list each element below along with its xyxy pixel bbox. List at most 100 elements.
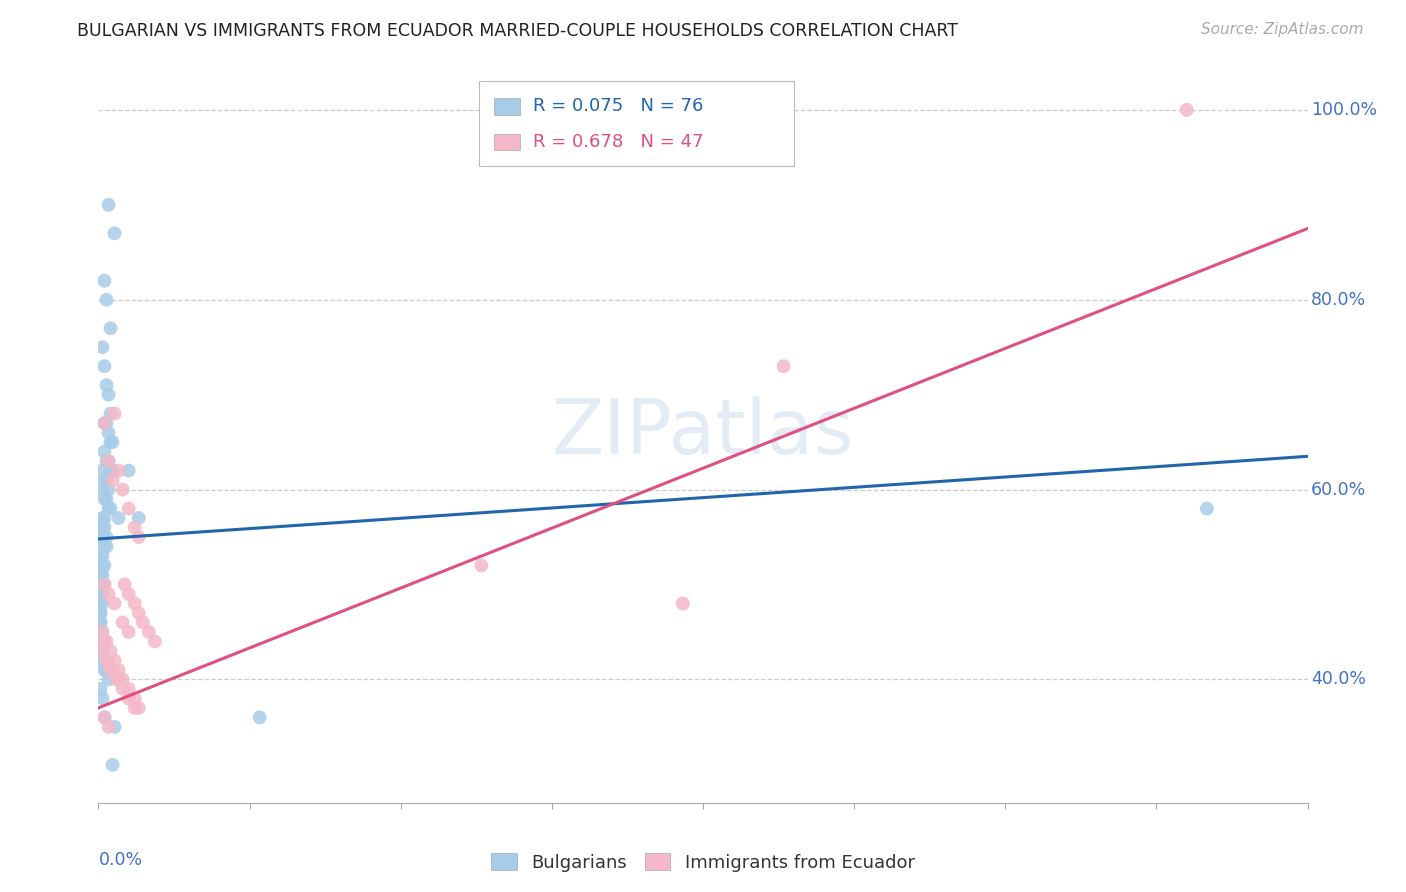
Text: 80.0%: 80.0% — [1312, 291, 1367, 309]
Point — [93, 491, 115, 506]
Point — [118, 464, 141, 478]
Point — [91, 624, 114, 639]
Point — [97, 673, 120, 687]
Point — [93, 663, 115, 677]
Point — [100, 321, 122, 335]
Point — [93, 520, 115, 534]
Point — [96, 378, 118, 392]
Point — [93, 473, 115, 487]
Point — [100, 407, 122, 421]
Point — [124, 597, 146, 611]
Point — [89, 606, 111, 620]
Point — [89, 644, 111, 658]
Point — [1195, 501, 1218, 516]
Point — [107, 511, 129, 525]
Point — [107, 464, 129, 478]
FancyBboxPatch shape — [494, 134, 520, 151]
Point — [91, 483, 114, 497]
Point — [118, 624, 141, 639]
Point — [100, 501, 122, 516]
Point — [89, 577, 111, 591]
Point — [100, 663, 122, 677]
Point — [91, 568, 114, 582]
Point — [101, 464, 124, 478]
Point — [103, 720, 125, 734]
Point — [89, 606, 111, 620]
Point — [118, 587, 141, 601]
Point — [89, 558, 111, 573]
Point — [97, 587, 120, 601]
Text: BULGARIAN VS IMMIGRANTS FROM ECUADOR MARRIED-COUPLE HOUSEHOLDS CORRELATION CHART: BULGARIAN VS IMMIGRANTS FROM ECUADOR MAR… — [77, 22, 959, 40]
Point — [114, 577, 136, 591]
Point — [103, 227, 125, 241]
Point — [97, 425, 120, 440]
Point — [1175, 103, 1198, 117]
Point — [118, 691, 141, 706]
Point — [124, 520, 146, 534]
Point — [100, 464, 122, 478]
Point — [101, 663, 124, 677]
Point — [118, 501, 141, 516]
Point — [97, 653, 120, 667]
Point — [96, 416, 118, 430]
Point — [89, 615, 111, 630]
Point — [143, 634, 166, 648]
Point — [89, 681, 111, 696]
Point — [97, 501, 120, 516]
Point — [97, 720, 120, 734]
Point — [111, 615, 134, 630]
Point — [91, 464, 114, 478]
Point — [97, 454, 120, 468]
Point — [128, 701, 150, 715]
Point — [91, 340, 114, 354]
Point — [96, 530, 118, 544]
Point — [96, 634, 118, 648]
Point — [97, 387, 120, 401]
Point — [91, 587, 114, 601]
Point — [103, 653, 125, 667]
Point — [91, 520, 114, 534]
Point — [118, 681, 141, 696]
Point — [132, 615, 155, 630]
Point — [97, 483, 120, 497]
Point — [96, 663, 118, 677]
Point — [93, 359, 115, 374]
Point — [128, 511, 150, 525]
Point — [89, 530, 111, 544]
Point — [138, 624, 160, 639]
Point — [91, 549, 114, 563]
Point — [93, 634, 115, 648]
Point — [93, 540, 115, 554]
Point — [93, 558, 115, 573]
Point — [91, 597, 114, 611]
Point — [89, 597, 111, 611]
Point — [89, 568, 111, 582]
Text: 100.0%: 100.0% — [1312, 101, 1378, 119]
Point — [96, 491, 118, 506]
FancyBboxPatch shape — [494, 98, 520, 115]
Point — [89, 634, 111, 648]
Text: 60.0%: 60.0% — [1312, 481, 1367, 499]
Point — [107, 663, 129, 677]
Point — [93, 511, 115, 525]
Point — [111, 673, 134, 687]
Text: Source: ZipAtlas.com: Source: ZipAtlas.com — [1201, 22, 1364, 37]
Point — [111, 681, 134, 696]
Point — [93, 710, 115, 724]
Point — [105, 673, 128, 687]
Text: 40.0%: 40.0% — [1312, 671, 1367, 689]
Point — [91, 530, 114, 544]
Point — [107, 673, 129, 687]
Point — [111, 483, 134, 497]
FancyBboxPatch shape — [479, 81, 793, 166]
Point — [93, 577, 115, 591]
Point — [91, 558, 114, 573]
Point — [100, 644, 122, 658]
Point — [103, 597, 125, 611]
Point — [101, 757, 124, 772]
Point — [93, 274, 115, 288]
Point — [93, 634, 115, 648]
Point — [96, 473, 118, 487]
Point — [91, 644, 114, 658]
Point — [93, 577, 115, 591]
